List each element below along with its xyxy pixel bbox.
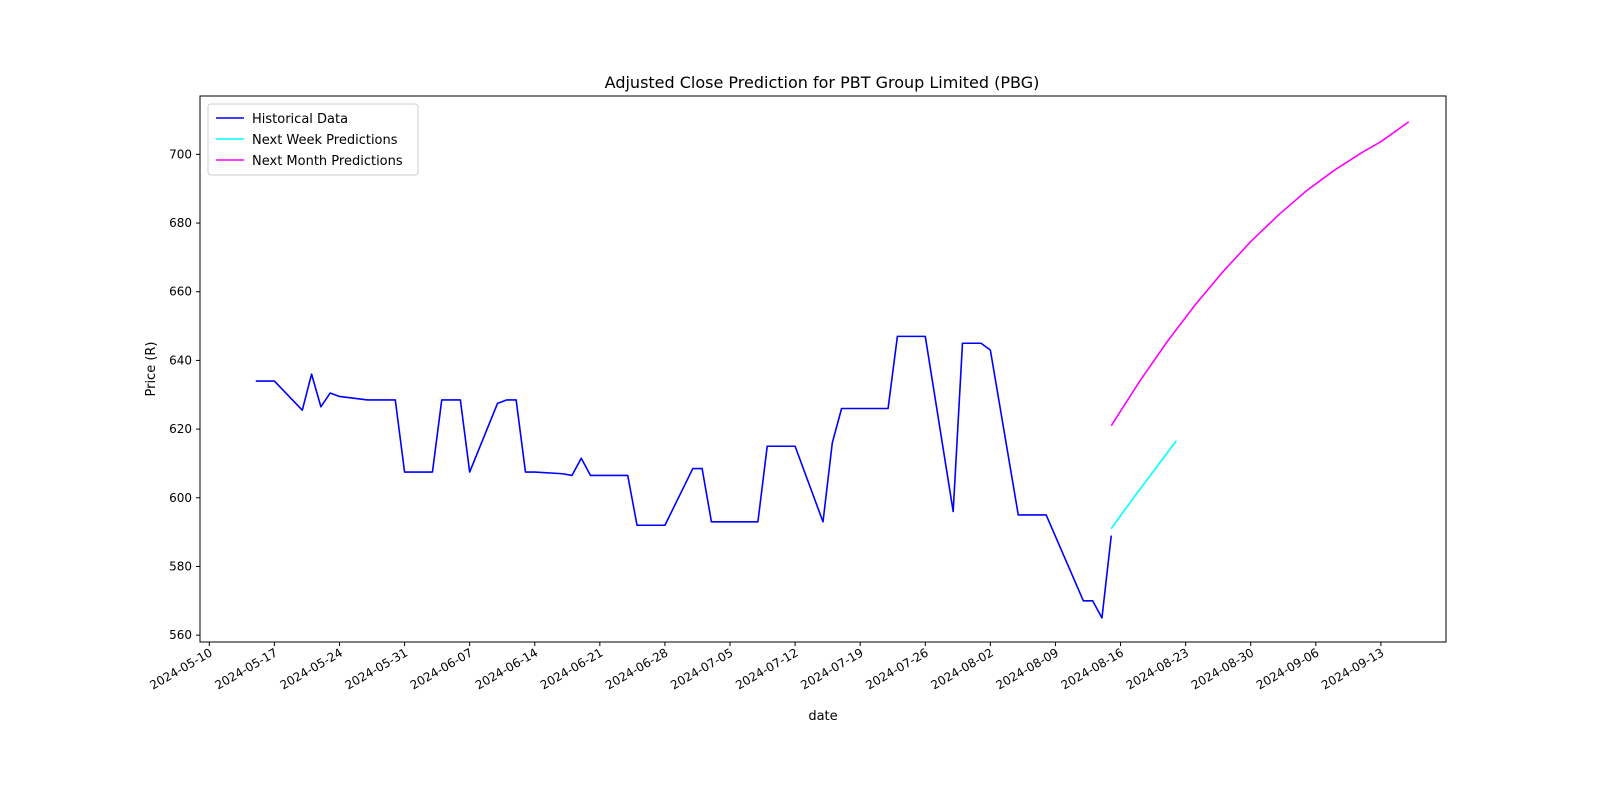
x-axis-label: date	[808, 709, 837, 724]
x-tick-label: 2024-08-16	[1059, 645, 1126, 692]
x-tick-label: 2024-08-02	[928, 645, 995, 692]
x-tick-label: 2024-05-17	[212, 645, 279, 692]
x-tick-label: 2024-06-21	[538, 645, 605, 692]
x-axis: 2024-05-102024-05-172024-05-242024-05-31…	[147, 642, 1386, 692]
y-tick-label: 700	[169, 147, 192, 161]
x-tick-label: 2024-05-24	[278, 645, 345, 692]
x-tick-label: 2024-08-23	[1124, 645, 1191, 692]
x-tick-label: 2024-05-31	[343, 645, 410, 692]
chart-title: Adjusted Close Prediction for PBT Group …	[605, 73, 1040, 92]
x-tick-label: 2024-07-26	[863, 645, 930, 692]
legend-entry: Next Month Predictions	[252, 154, 403, 169]
y-axis-label: Price (R)	[144, 341, 159, 396]
plot-area	[199, 95, 1447, 643]
y-tick-label: 640	[169, 353, 192, 367]
x-tick-label: 2024-06-14	[473, 645, 540, 692]
y-tick-label: 600	[169, 491, 192, 505]
series-line-1	[255, 335, 1113, 619]
x-tick-label: 2024-06-28	[603, 645, 670, 692]
legend-entry: Historical Data	[252, 112, 348, 127]
x-tick-label: 2024-08-09	[994, 645, 1061, 692]
x-tick-label: 2024-09-13	[1319, 645, 1386, 692]
y-tick-label: 560	[169, 628, 192, 642]
legend-box	[207, 103, 419, 176]
series-line-3	[1110, 121, 1410, 427]
y-axis: 560 580 600 620 640 660 680 700	[169, 147, 200, 642]
x-tick-label: 2024-06-07	[408, 645, 475, 692]
x-tick-label: 2024-07-12	[733, 645, 800, 692]
x-tick-label: 2024-05-10	[147, 645, 214, 692]
x-tick-label: 2024-07-05	[668, 645, 735, 692]
y-tick-label: 620	[169, 422, 192, 436]
x-tick-label: 2024-07-19	[798, 645, 865, 692]
legend: Historical Data Next Week Predictions Next…	[207, 103, 419, 176]
x-tick-label: 2024-08-30	[1189, 645, 1256, 692]
y-tick-label: 580	[169, 559, 192, 573]
series-line-2	[1110, 440, 1177, 530]
y-tick-label: 680	[169, 216, 192, 230]
plot-lines	[255, 121, 1410, 619]
x-tick-label: 2024-09-06	[1254, 645, 1321, 692]
legend-entry: Next Week Predictions	[252, 133, 398, 148]
y-tick-label: 660	[169, 285, 192, 299]
